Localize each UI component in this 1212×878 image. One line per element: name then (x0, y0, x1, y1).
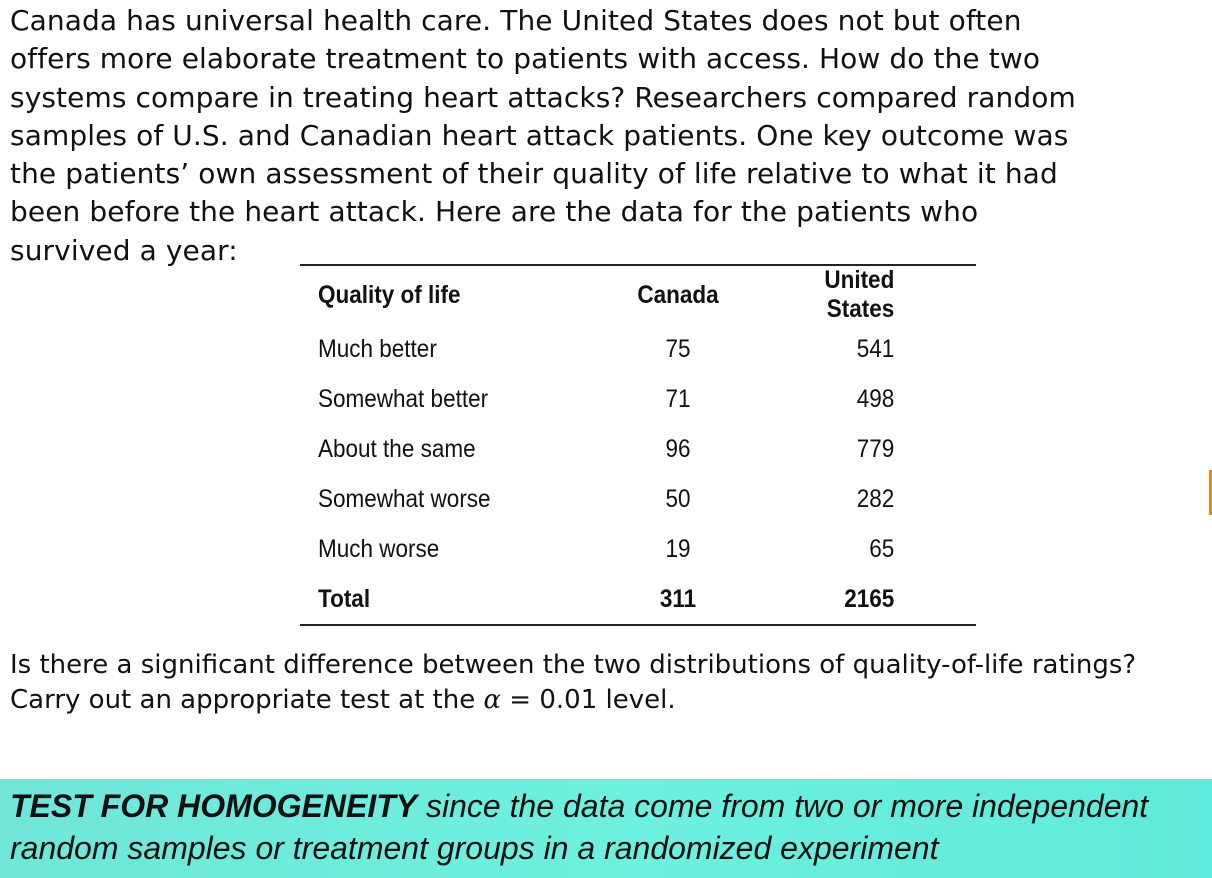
table-row: Somewhat better 71 498 (300, 374, 975, 424)
table-row: Much worse 19 65 (300, 524, 975, 574)
row-label: Much better (318, 334, 437, 363)
row-label: Somewhat worse (318, 484, 491, 513)
row-label: Somewhat better (318, 384, 489, 413)
header-quality-of-life: Quality of life (318, 280, 461, 309)
header-canada: Canada (637, 280, 719, 309)
callout-explanation: since the data come from two or more ind… (10, 788, 1149, 866)
us-value: 779 (856, 434, 895, 463)
row-label: About the same (318, 434, 476, 463)
table-header-row: Quality of life Canada United States (300, 266, 975, 324)
homogeneity-callout: TEST FOR HOMOGENEITY since the data come… (0, 779, 1212, 878)
row-label: Much worse (318, 534, 440, 563)
canada-value: 19 (665, 534, 691, 563)
canada-value: 96 (665, 434, 691, 463)
us-value: 498 (856, 384, 895, 413)
us-value: 541 (856, 334, 895, 363)
canada-value: 75 (665, 334, 691, 363)
question-before-alpha: Is there a significant difference betwee… (10, 650, 1137, 715)
us-total: 2165 (844, 584, 895, 613)
canada-value: 71 (665, 384, 691, 413)
question-after-alpha: = 0.01 level. (501, 685, 676, 715)
table-row: Much better 75 541 (300, 324, 975, 374)
total-label: Total (318, 584, 371, 613)
table-total-row: Total 311 2165 (300, 574, 975, 624)
callout-heading: TEST FOR HOMOGENEITY (10, 788, 418, 824)
us-value: 282 (856, 484, 895, 513)
question-text: Is there a significant difference betwee… (10, 648, 1200, 718)
problem-intro: Canada has universal health care. The Un… (10, 4, 1076, 267)
table-row: Somewhat worse 50 282 (300, 474, 975, 524)
canada-total: 311 (659, 584, 697, 613)
header-united-states: United States (824, 266, 895, 323)
us-value: 65 (869, 534, 895, 563)
edge-marker (1209, 470, 1212, 515)
table-row: About the same 96 779 (300, 424, 975, 474)
canada-value: 50 (665, 484, 691, 513)
quality-of-life-table: Quality of life Canada United States Muc… (300, 264, 976, 626)
alpha-symbol: α (483, 685, 502, 715)
